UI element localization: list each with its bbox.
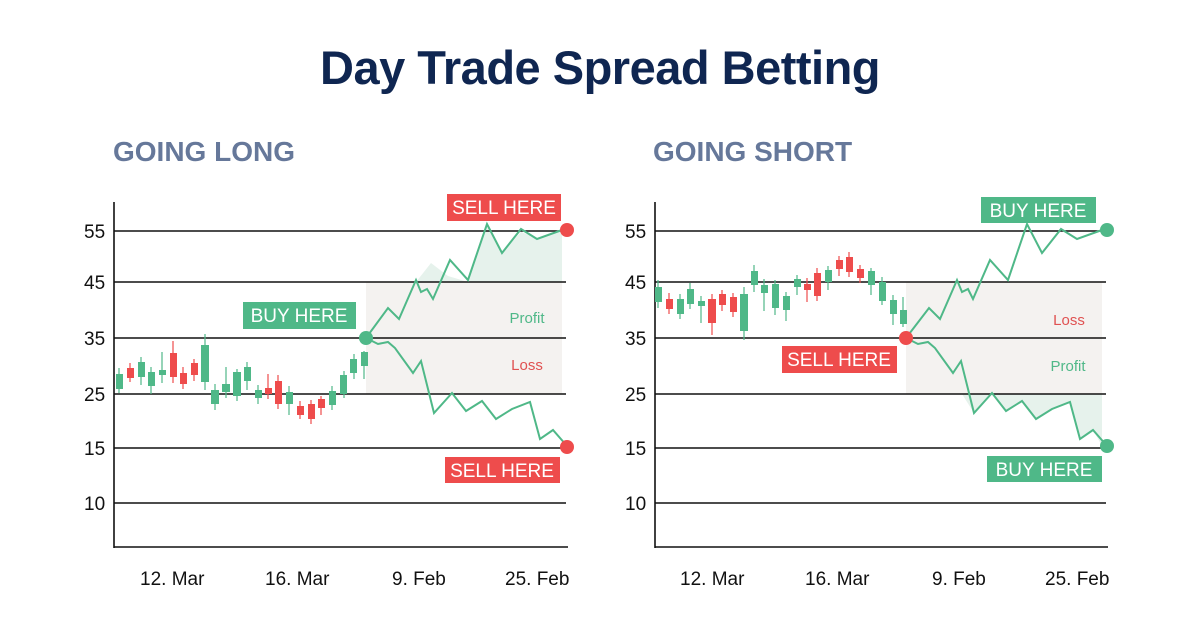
left-sell-up-tag-text: SELL HERE [452, 198, 556, 219]
left-loss-label: Loss [511, 357, 543, 374]
left-candlesticks [116, 334, 368, 424]
right-buy-down-tag-text: BUY HERE [996, 460, 1093, 481]
right-exit-down-marker [1100, 439, 1114, 453]
left-up-line [365, 221, 563, 339]
right-ytick: 25 [625, 385, 646, 406]
left-ytick: 55 [84, 222, 105, 243]
right-chart: 55 45 35 25 15 10 12. Mar 16. Mar 9. Feb… [625, 197, 1114, 590]
right-ytick: 35 [625, 329, 646, 350]
left-chart-subtitle: GOING LONG [113, 136, 295, 167]
right-xtick: 16. Mar [805, 569, 870, 590]
right-ytick: 55 [625, 222, 646, 243]
right-profit-label: Profit [1050, 358, 1086, 375]
right-xtick: 12. Mar [680, 569, 745, 590]
right-sell-tag [782, 346, 897, 373]
page-title: Day Trade Spread Betting [320, 41, 881, 94]
left-gridlines [114, 230, 566, 504]
left-ytick: 25 [84, 385, 105, 406]
right-down-line [905, 337, 1108, 447]
right-sell-tag-text: SELL HERE [787, 350, 891, 371]
left-ytick: 10 [84, 494, 105, 515]
right-loss-label: Loss [1053, 312, 1085, 329]
right-candlesticks [655, 252, 907, 340]
right-ytick: 10 [625, 494, 646, 515]
left-sell-down-tag-text: SELL HERE [450, 461, 554, 482]
right-ytick: 15 [625, 439, 646, 460]
left-buy-tag [243, 302, 356, 329]
left-buy-tag-text: BUY HERE [251, 306, 348, 327]
right-xtick: 9. Feb [932, 569, 986, 590]
left-xtick: 16. Mar [265, 569, 330, 590]
left-xtick: 25. Feb [505, 569, 569, 590]
left-profit-fill [416, 225, 562, 282]
left-xtick: 12. Mar [140, 569, 205, 590]
right-buy-down-tag [987, 456, 1102, 482]
left-ytick: 45 [84, 273, 105, 294]
right-ytick: 45 [625, 273, 646, 294]
right-up-line [905, 221, 1103, 339]
left-down-line [365, 337, 568, 447]
right-entry-marker [899, 331, 913, 345]
left-exit-down-marker [560, 440, 574, 454]
left-chart: 55 45 35 25 15 10 12. Mar 16. Mar 9. Feb… [84, 194, 574, 590]
left-xtick: 9. Feb [392, 569, 446, 590]
right-buy-up-tag [981, 197, 1096, 223]
right-buy-up-tag-text: BUY HERE [990, 201, 1087, 222]
right-chart-subtitle: GOING SHORT [653, 136, 853, 167]
left-ytick: 15 [84, 439, 105, 460]
left-entry-marker [359, 331, 373, 345]
left-sell-down-tag [445, 457, 560, 483]
left-sell-up-tag [447, 194, 561, 221]
left-profit-label: Profit [509, 310, 545, 327]
right-xtick: 25. Feb [1045, 569, 1109, 590]
left-ytick: 35 [84, 329, 105, 350]
left-exit-up-marker [560, 223, 574, 237]
right-profit-fill [962, 393, 1102, 446]
right-exit-up-marker [1100, 223, 1114, 237]
